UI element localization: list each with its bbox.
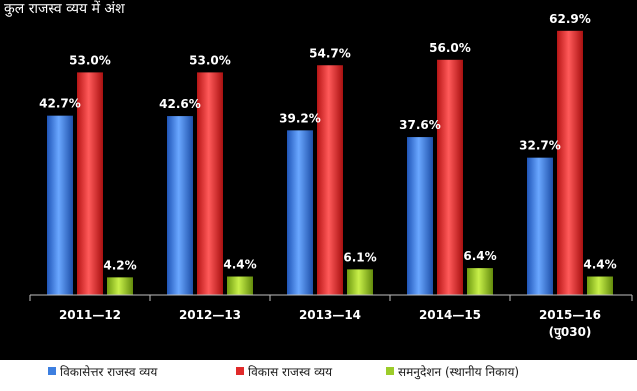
bar-3-2 (227, 276, 253, 295)
data-label-1-3: 39.2% (279, 111, 321, 125)
bar-3-4 (467, 268, 493, 295)
bar-3-3 (347, 269, 373, 295)
chart-title: कुल राजस्व व्यय में अंश (4, 0, 125, 17)
bar-2-2 (197, 72, 223, 296)
x-tick-sublabel-5: (पु030) (549, 325, 592, 340)
data-label-1-4: 37.6% (399, 118, 441, 132)
bar-1-1 (47, 115, 73, 295)
bar-2-1 (77, 72, 103, 296)
legend-label-2: विकास राजस्व व्यय (248, 365, 333, 379)
bar-1-5 (527, 157, 553, 295)
data-label-3-4: 6.4% (463, 249, 496, 263)
data-label-2-4: 56.0% (429, 41, 471, 55)
legend-swatch-2 (236, 367, 244, 375)
legend-label-1: विकासेत्तर राजस्व व्यय (60, 365, 158, 379)
data-label-1-1: 42.7% (39, 97, 81, 111)
bar-3-5 (587, 276, 613, 295)
x-tick-label-5: 2015—16 (539, 308, 601, 322)
data-label-3-3: 6.1% (343, 250, 376, 264)
bar-1-2 (167, 116, 193, 295)
bar-2-5 (557, 30, 583, 295)
data-label-3-5: 4.4% (583, 258, 616, 272)
x-tick-label-3: 2013—14 (299, 308, 361, 322)
data-label-3-1: 4.2% (103, 258, 136, 272)
data-label-1-5: 32.7% (519, 139, 561, 153)
x-tick-label-2: 2012—13 (179, 308, 241, 322)
bar-2-3 (317, 65, 343, 295)
data-label-3-2: 4.4% (223, 258, 256, 272)
data-label-2-5: 62.9% (549, 12, 591, 26)
legend-label-3: समनुदेशन (स्थानीय निकाय) (398, 365, 519, 380)
data-label-2-1: 53.0% (69, 53, 111, 67)
bar-3-1 (107, 277, 133, 295)
bar-1-4 (407, 137, 433, 295)
x-tick-label-4: 2014—15 (419, 308, 481, 322)
x-tick-label-1: 2011—12 (59, 308, 121, 322)
data-label-2-2: 53.0% (189, 53, 231, 67)
data-label-2-3: 54.7% (309, 46, 351, 60)
bar-1-3 (287, 130, 313, 295)
data-label-1-2: 42.6% (159, 97, 201, 111)
legend-swatch-3 (386, 367, 394, 375)
bar-2-4 (437, 59, 463, 295)
legend-swatch-1 (48, 367, 56, 375)
